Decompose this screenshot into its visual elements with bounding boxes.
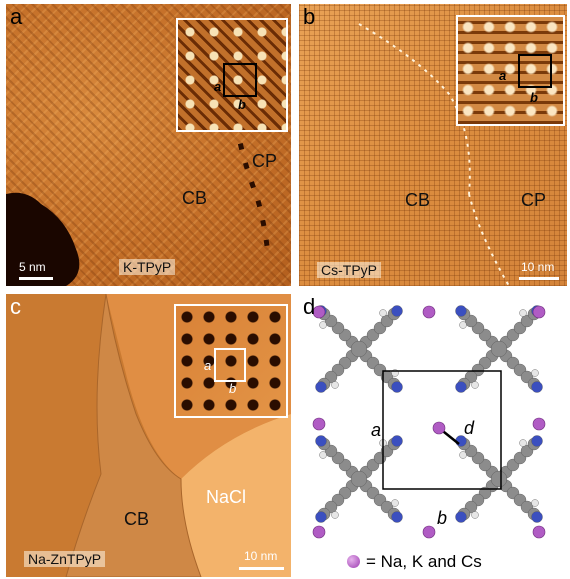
panel-a-sample-label: K-TPyP xyxy=(119,259,176,275)
panel-c-scale-text: 10 nm xyxy=(244,549,278,563)
hydrogen-atom xyxy=(471,381,479,389)
nitrogen-atom xyxy=(315,511,327,523)
metal-ion xyxy=(312,305,326,319)
panel-c-sample-label: Na-ZnTPyP xyxy=(24,551,106,567)
metal-ion xyxy=(312,525,326,539)
panel-a-label-cb: CB xyxy=(182,188,208,208)
panel-c-inset xyxy=(174,304,288,418)
panel-c-label-cb: CB xyxy=(124,509,150,529)
nitrogen-atom xyxy=(531,435,543,447)
panel-a: a a b CB CP 5 nm K-TPyP xyxy=(6,4,291,286)
panel-a-inset-label-b: b xyxy=(238,97,246,112)
panel-a-label-cp: CP xyxy=(252,151,278,171)
core-atom xyxy=(490,470,508,488)
panel-a-scale-text: 5 nm xyxy=(19,260,46,274)
cb-domain xyxy=(66,294,201,577)
core-atom xyxy=(350,470,368,488)
panel-a-inset-label-a: a xyxy=(214,79,222,94)
hydrogen-atom xyxy=(319,321,327,329)
domain-boundary xyxy=(233,123,271,255)
cb-domain-texture xyxy=(65,294,202,577)
nitrogen-atom xyxy=(455,305,467,317)
panel-b-label-cp: CP xyxy=(521,190,547,210)
panel-a-scale-bar xyxy=(19,277,53,280)
hydrogen-atom xyxy=(331,511,339,519)
panel-a-defects xyxy=(6,123,271,286)
hydrogen-atom xyxy=(379,309,387,317)
hydrogen-atom xyxy=(459,451,467,459)
metal-ion xyxy=(422,525,436,539)
hydrogen-atom xyxy=(471,511,479,519)
nitrogen-atom xyxy=(315,381,327,393)
metal-ion-icon xyxy=(347,555,360,568)
panel-c-label-nacl: NaCl xyxy=(206,487,247,507)
hydrogen-atom xyxy=(531,499,539,507)
panel-d-label-a: a xyxy=(371,420,382,440)
panel-b-boundaries xyxy=(358,23,510,286)
panel-d-letter: d xyxy=(303,294,316,319)
metal-ion xyxy=(532,525,546,539)
nitrogen-atom xyxy=(455,381,467,393)
panel-b-letter: b xyxy=(303,4,316,29)
nitrogen-atom xyxy=(531,381,543,393)
hydrogen-atom xyxy=(519,309,527,317)
panel-d-label-d: d xyxy=(464,418,475,438)
panel-c-unit-cell xyxy=(214,348,246,382)
hydrogen-atom xyxy=(519,439,527,447)
panel-c-inset-label-b: b xyxy=(229,381,237,396)
panel-d: d a b d = Na, K and Cs xyxy=(299,294,567,577)
panel-c-letter: c xyxy=(10,294,21,319)
panel-b-inset-label-b: b xyxy=(530,90,538,105)
panel-c-scale-bar xyxy=(239,567,284,570)
hydrogen-atom xyxy=(459,321,467,329)
metal-ion xyxy=(312,417,326,431)
hydrogen-atom xyxy=(531,369,539,377)
metal-ion xyxy=(532,305,546,319)
dark-hole xyxy=(6,192,80,286)
panel-a-inset xyxy=(176,18,288,132)
core-atom xyxy=(490,340,508,358)
panel-b-scale-text: 10 nm xyxy=(521,260,555,274)
nitrogen-atom xyxy=(391,305,403,317)
panel-b-inset-label-a: a xyxy=(499,68,507,83)
metal-ion xyxy=(422,305,436,319)
boundary-1 xyxy=(358,23,471,195)
nitrogen-atom xyxy=(531,511,543,523)
molecular-model xyxy=(312,305,546,539)
hydrogen-atom xyxy=(319,451,327,459)
nitrogen-atom xyxy=(455,511,467,523)
hydrogen-atom xyxy=(331,381,339,389)
panel-d-label-b: b xyxy=(437,508,448,528)
panel-c-inset-label-a: a xyxy=(204,358,212,373)
nacl-island xyxy=(181,414,291,577)
boundary-2 xyxy=(468,193,510,286)
panel-b: b a b CB CP Cs-TPyP 10 nm xyxy=(299,4,567,286)
nitrogen-atom xyxy=(391,435,403,447)
core-atom xyxy=(350,340,368,358)
hydrogen-atom xyxy=(391,499,399,507)
panel-c: c a b CB NaCl Na-ZnTPyP 10 nm xyxy=(6,294,291,577)
nitrogen-atom xyxy=(391,381,403,393)
panel-b-sample-label: Cs-TPyP xyxy=(317,262,381,278)
metal-ion xyxy=(432,421,446,435)
metal-ion xyxy=(532,417,546,431)
panel-a-unit-cell xyxy=(223,63,257,97)
panel-b-label-cb: CB xyxy=(405,190,431,210)
panel-a-letter: a xyxy=(10,4,23,29)
nitrogen-atom xyxy=(391,511,403,523)
legend: = Na, K and Cs xyxy=(347,552,482,572)
legend-text: = Na, K and Cs xyxy=(366,552,482,571)
panel-b-unit-cell xyxy=(518,54,552,88)
panel-b-scale-bar xyxy=(519,277,559,280)
unit-cell xyxy=(382,370,502,490)
nitrogen-atom xyxy=(315,435,327,447)
panel-b-inset xyxy=(456,15,565,126)
